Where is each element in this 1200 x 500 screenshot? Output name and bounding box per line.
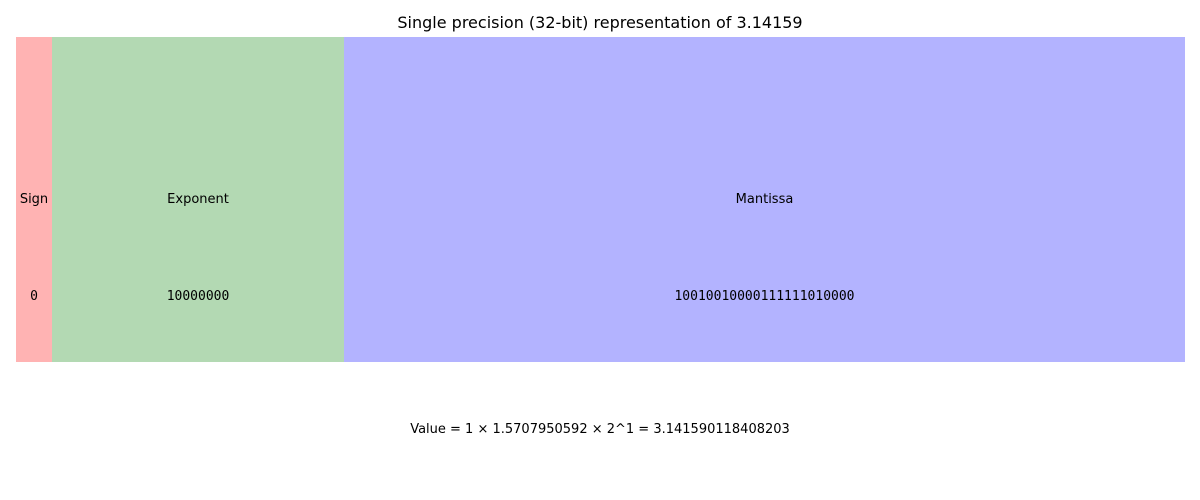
mantissa-bits: 10010010000111111010000 — [674, 289, 855, 304]
sign-label: Sign — [19, 192, 49, 207]
exponent-bits: 10000000 — [166, 289, 230, 304]
mantissa-label: Mantissa — [735, 192, 794, 207]
exponent-label: Exponent — [167, 192, 229, 207]
bit-layout: Sign 0 Exponent 10000000 Mantissa 100100… — [16, 37, 1185, 362]
sign-bits: 0 — [30, 289, 38, 304]
exponent-field: Exponent 10000000 — [52, 37, 344, 362]
mantissa-field: Mantissa 10010010000111111010000 — [344, 37, 1185, 362]
diagram-title: Single precision (32-bit) representation… — [397, 13, 803, 32]
sign-field: Sign 0 — [16, 37, 52, 362]
value-formula: Value = 1 × 1.5707950592 × 2^1 = 3.14159… — [410, 422, 790, 437]
